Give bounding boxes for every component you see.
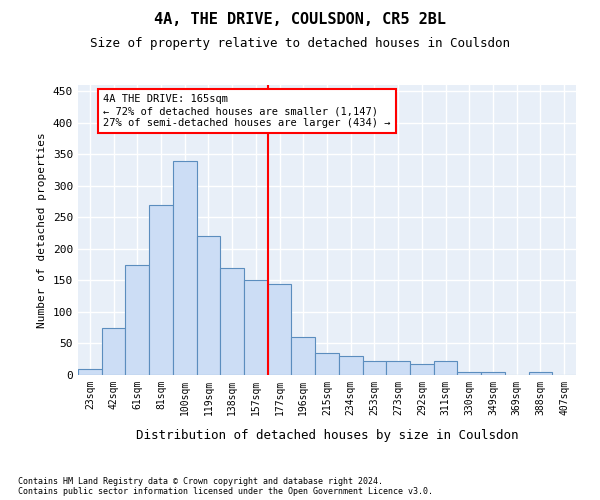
Bar xyxy=(457,372,481,375)
Bar xyxy=(339,356,362,375)
Bar xyxy=(149,205,173,375)
Bar xyxy=(173,160,197,375)
X-axis label: Distribution of detached houses by size in Coulsdon: Distribution of detached houses by size … xyxy=(136,429,518,442)
Bar xyxy=(292,337,315,375)
Bar xyxy=(268,284,292,375)
Y-axis label: Number of detached properties: Number of detached properties xyxy=(37,132,47,328)
Bar xyxy=(386,361,410,375)
Bar xyxy=(410,364,434,375)
Bar xyxy=(315,353,339,375)
Bar xyxy=(529,372,552,375)
Bar xyxy=(125,264,149,375)
Text: 4A, THE DRIVE, COULSDON, CR5 2BL: 4A, THE DRIVE, COULSDON, CR5 2BL xyxy=(154,12,446,28)
Text: Contains public sector information licensed under the Open Government Licence v3: Contains public sector information licen… xyxy=(18,487,433,496)
Text: 4A THE DRIVE: 165sqm
← 72% of detached houses are smaller (1,147)
27% of semi-de: 4A THE DRIVE: 165sqm ← 72% of detached h… xyxy=(103,94,391,128)
Bar xyxy=(220,268,244,375)
Bar xyxy=(481,372,505,375)
Bar xyxy=(434,361,457,375)
Bar xyxy=(197,236,220,375)
Bar xyxy=(362,361,386,375)
Bar xyxy=(244,280,268,375)
Text: Contains HM Land Registry data © Crown copyright and database right 2024.: Contains HM Land Registry data © Crown c… xyxy=(18,477,383,486)
Bar xyxy=(78,368,102,375)
Text: Size of property relative to detached houses in Coulsdon: Size of property relative to detached ho… xyxy=(90,38,510,51)
Bar xyxy=(102,328,125,375)
